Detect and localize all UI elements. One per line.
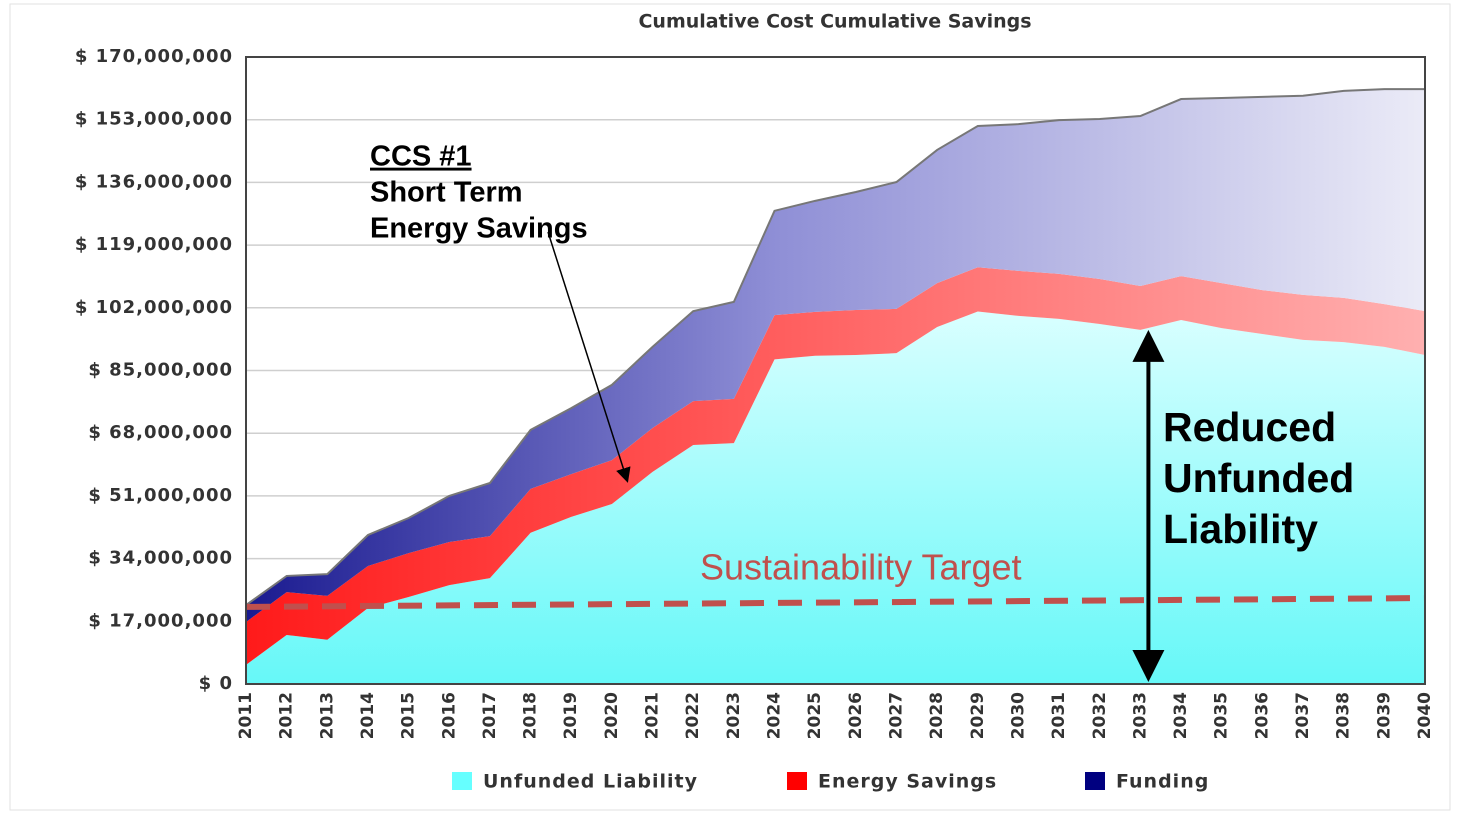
x-tick-label: 2035 (1212, 692, 1232, 739)
y-tick-label: $ 170,000,000 (75, 46, 233, 67)
x-tick-label: 2037 (1293, 692, 1313, 739)
x-tick-label: 2025 (805, 692, 825, 739)
x-tick-label: 2033 (1130, 692, 1150, 739)
x-tick-label: 2012 (277, 692, 297, 739)
y-tick-label: $ 0 (199, 673, 233, 694)
legend-swatch (452, 772, 472, 790)
x-tick-label: 2040 (1415, 692, 1435, 739)
target-line (245, 595, 1426, 610)
x-tick-label: 2030 (1008, 692, 1028, 739)
x-tick-label: 2011 (236, 692, 256, 739)
x-tick-label: 2034 (1171, 692, 1191, 739)
x-tick-label: 2017 (480, 692, 500, 739)
legend-label: Unfunded Liability (483, 771, 698, 793)
x-tick-label: 2027 (886, 692, 906, 739)
x-tick-label: 2028 (927, 692, 947, 739)
x-tick-label: 2015 (399, 692, 419, 739)
x-tick-label: 2018 (521, 692, 541, 739)
legend-swatch (787, 772, 807, 790)
annotation: Energy Savings (370, 213, 588, 245)
x-tick-label: 2024 (765, 692, 785, 739)
x-tick-label: 2022 (683, 692, 703, 739)
y-tick-label: $ 136,000,000 (75, 171, 233, 192)
x-tick-label: 2036 (1252, 692, 1272, 739)
chart-title: Cumulative Cost Cumulative Savings (638, 11, 1031, 33)
y-tick-label: $ 102,000,000 (75, 297, 233, 318)
area (246, 311, 1425, 684)
y-tick-label: $ 153,000,000 (75, 109, 233, 130)
x-tick-label: 2016 (439, 692, 459, 739)
x-tick-label: 2031 (1049, 692, 1069, 739)
y-tick-label: $ 17,000,000 (88, 610, 233, 631)
annotation: Reduced (1163, 404, 1336, 450)
x-tick-label: 2032 (1090, 692, 1110, 739)
area (246, 267, 1425, 665)
y-tick-label: $ 85,000,000 (88, 360, 233, 381)
x-tick-label: 2019 (561, 692, 581, 739)
area-outline (245, 88, 1425, 606)
annotation: Liability (1163, 506, 1318, 552)
legend-label: Energy Savings (818, 771, 997, 793)
x-tick-label: 2013 (317, 692, 337, 739)
x-tick-label: 2020 (602, 692, 622, 739)
area (246, 89, 1425, 623)
annotation: CCS #1 (370, 141, 472, 173)
x-tick-label: 2029 (968, 692, 988, 739)
x-tick-label: 2021 (643, 692, 663, 739)
plot-border (245, 56, 1426, 685)
y-tick-label: $ 68,000,000 (88, 422, 233, 443)
target-label: Sustainability Target (700, 547, 1022, 588)
x-tick-label: 2023 (724, 692, 744, 739)
x-tick-label: 2026 (846, 692, 866, 739)
y-tick-label: $ 34,000,000 (88, 548, 233, 569)
x-tick-label: 2014 (358, 692, 378, 739)
legend-label: Funding (1116, 771, 1209, 793)
annotation: Unfunded (1163, 455, 1354, 501)
annotation-arrow (547, 231, 631, 483)
y-tick-label: $ 119,000,000 (75, 234, 233, 255)
y-tick-label: $ 51,000,000 (88, 485, 233, 506)
x-tick-label: 2039 (1374, 692, 1394, 739)
x-tick-label: 2038 (1334, 692, 1354, 739)
annotation: Short Term (370, 177, 523, 209)
legend-swatch (1085, 772, 1105, 790)
